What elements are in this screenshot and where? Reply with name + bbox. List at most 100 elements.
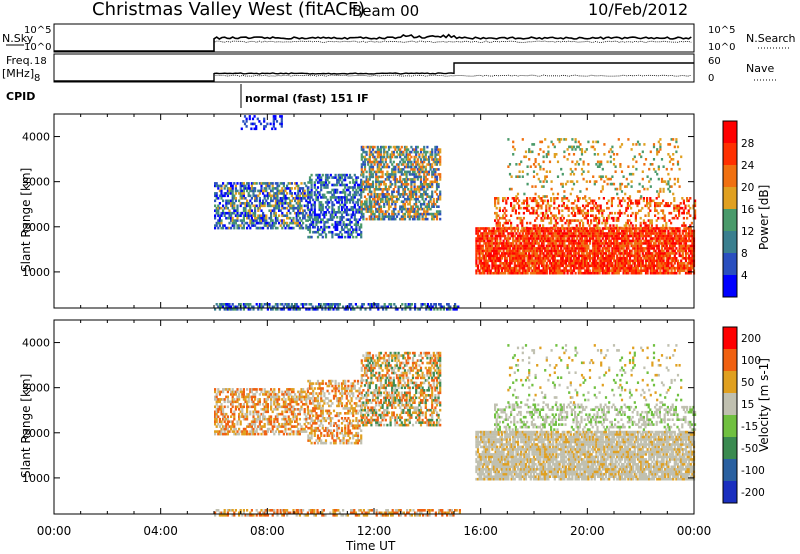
data-cell [305,211,308,215]
data-cell [672,264,675,268]
data-cell [389,197,392,201]
data-cell [429,183,432,186]
data-cell [321,218,324,221]
data-cell [312,203,315,207]
data-cell [254,197,257,200]
data-cell [223,192,226,195]
data-cell [413,170,416,174]
data-cell [268,209,271,212]
data-cell [353,218,356,221]
data-cell [429,185,432,189]
data-cell [239,194,242,198]
data-cell [409,305,412,309]
data-cell [678,229,681,233]
data-cell [272,115,275,118]
data-cell [599,206,602,210]
data-cell [437,210,440,213]
data-cell [336,211,339,214]
data-cell [434,153,437,156]
data-cell [415,150,418,154]
data-cell [307,235,310,239]
data-cell [373,212,376,216]
data-cell [360,148,363,151]
data-cell [257,194,260,198]
data-cell [529,197,532,200]
data-cell [238,199,241,203]
data-cell [381,170,384,174]
data-cell [303,194,306,198]
data-cell [529,237,532,240]
data-cell [271,224,274,227]
data-cell [408,212,411,216]
data-cell [228,199,231,203]
data-cell [297,194,300,198]
data-cell [303,204,306,208]
data-cell [375,202,378,206]
data-cell [392,217,395,221]
data-cell [668,254,672,258]
data-cell [236,204,239,208]
data-cell [321,203,324,207]
data-cell [510,244,513,248]
data-cell [386,197,389,201]
data-cell [455,308,458,311]
data-cell [628,219,631,222]
data-cell [297,219,300,222]
data-cell [411,195,415,198]
data-cell [512,232,515,235]
data-cell [394,205,397,208]
data-cell [489,247,492,250]
data-cell [400,170,403,174]
data-cell [370,185,373,189]
data-cell [271,184,274,188]
data-cell [248,117,251,121]
data-cell [337,178,340,182]
data-cell [484,234,488,238]
data-cell [302,305,305,309]
data-cell [515,259,518,263]
data-cell [320,211,323,214]
data-cell [529,254,532,258]
data-cell [427,160,431,164]
data-cell [505,209,508,212]
data-cell [480,239,483,243]
data-cell [418,188,421,191]
data-cell [523,239,526,243]
data-cell [408,210,411,213]
data-cell [368,188,371,191]
data-cell [375,305,378,309]
data-cell [391,173,394,176]
data-cell [523,254,526,258]
data-cell [239,184,242,188]
data-cell [408,200,411,203]
data-cell [531,264,534,268]
data-cell [373,170,376,174]
data-cell [415,148,418,151]
data-cell [480,259,483,263]
data-cell [635,229,638,233]
data-cell [504,266,507,270]
data-cell [315,213,318,217]
data-cell [389,215,392,218]
data-cell [481,227,484,230]
data-cell [298,197,301,200]
data-cell [561,264,564,268]
data-cell [376,180,379,184]
data-cell [268,305,271,309]
data-cell [521,229,524,233]
data-cell [556,197,559,200]
data-cell [518,252,521,255]
data-cell [356,208,360,212]
data-cell [356,220,360,224]
data-cell [387,212,391,216]
data-cell [228,216,231,220]
data-cell [513,271,516,275]
data-cell [492,271,496,275]
data-cell [526,244,529,248]
data-cell [410,195,413,198]
data-cell [255,182,258,185]
data-cell [289,211,292,215]
data-cell [302,189,305,193]
data-cell [257,189,260,193]
data-cell [225,305,228,309]
